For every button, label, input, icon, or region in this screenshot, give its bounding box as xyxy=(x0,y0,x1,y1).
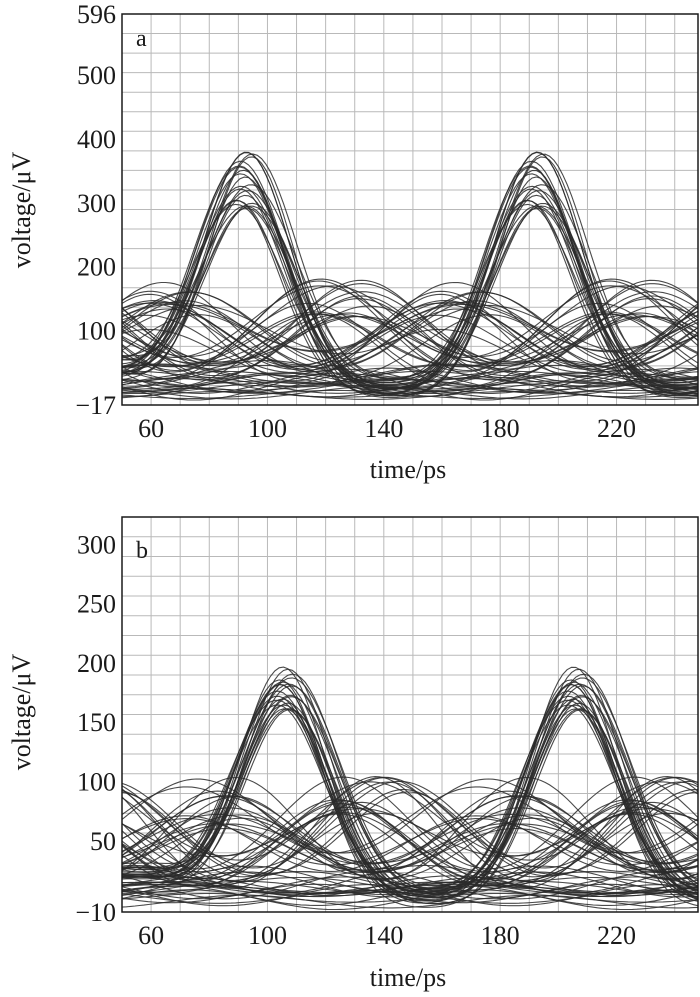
plot-frame-a xyxy=(121,13,699,406)
signal-trace xyxy=(122,871,698,898)
traces-a xyxy=(122,151,698,401)
eye-diagram-chart-b: −10 50 100 150 200 250 300 60 100 140 180 220 b ti… xyxy=(7,516,699,992)
signal-trace xyxy=(122,293,698,382)
signal-trace xyxy=(122,313,698,388)
y-tick-label: −10 xyxy=(75,898,116,927)
signal-trace xyxy=(122,304,698,355)
signal-trace xyxy=(122,884,698,907)
signal-trace xyxy=(122,827,698,874)
y-tick-label: 596 xyxy=(77,0,116,29)
signal-trace xyxy=(122,807,698,873)
x-ticks-a: 60 100 140 180 220 xyxy=(138,414,636,443)
signal-trace xyxy=(122,203,698,382)
x-tick-label: 60 xyxy=(138,921,164,950)
signal-trace xyxy=(122,890,698,904)
y-tick-label: 250 xyxy=(77,590,116,619)
signal-trace xyxy=(122,795,698,865)
signal-trace xyxy=(122,808,698,858)
y-tick-label: 500 xyxy=(77,61,116,90)
signal-trace xyxy=(122,302,698,367)
x-axis-label-b: time/ps xyxy=(370,963,447,992)
y-tick-label: 200 xyxy=(77,253,116,282)
x-tick-label: 220 xyxy=(597,921,636,950)
y-tick-label: 200 xyxy=(77,649,116,678)
signal-trace xyxy=(122,364,698,388)
x-tick-label: 220 xyxy=(597,414,636,443)
signal-trace xyxy=(122,786,698,854)
panel-label-a: a xyxy=(136,26,147,52)
signal-trace xyxy=(122,864,698,894)
signal-trace xyxy=(122,156,698,395)
signal-trace xyxy=(122,165,698,391)
signal-trace xyxy=(122,364,698,389)
x-tick-label: 100 xyxy=(248,414,287,443)
signal-trace xyxy=(122,312,698,381)
y-tick-label: 100 xyxy=(77,316,116,345)
signal-trace xyxy=(122,291,698,367)
signal-trace xyxy=(122,291,698,366)
signal-trace xyxy=(122,379,698,394)
signal-trace xyxy=(122,777,698,883)
y-tick-label: 150 xyxy=(77,708,116,737)
signal-trace xyxy=(122,295,698,377)
signal-trace xyxy=(122,290,698,370)
signal-trace xyxy=(122,303,698,352)
y-tick-label: 300 xyxy=(77,189,116,218)
y-axis-label-b: voltage/μV xyxy=(7,654,36,771)
y-tick-label: 50 xyxy=(90,827,116,856)
signal-trace xyxy=(122,285,698,358)
signal-trace xyxy=(122,885,698,906)
signal-trace xyxy=(122,876,698,900)
x-tick-label: 100 xyxy=(248,921,287,950)
signal-trace xyxy=(122,818,698,866)
y-ticks-b: −10 50 100 150 200 250 300 xyxy=(75,530,116,927)
signal-trace xyxy=(122,683,698,908)
signal-trace xyxy=(122,889,698,911)
traces-b xyxy=(122,666,698,911)
signal-trace xyxy=(122,372,698,393)
signal-trace xyxy=(122,789,698,877)
y-axis-label-a: voltage/μV xyxy=(7,152,36,269)
signal-trace xyxy=(122,285,698,358)
signal-trace xyxy=(122,370,698,388)
signal-trace xyxy=(122,778,698,854)
signal-trace xyxy=(122,781,698,857)
signal-trace xyxy=(122,153,698,380)
signal-trace xyxy=(122,389,698,400)
plot-frame-b xyxy=(121,516,699,913)
signal-trace xyxy=(122,823,698,864)
signal-trace xyxy=(122,372,698,392)
y-tick-label: −17 xyxy=(75,391,116,420)
x-tick-label: 140 xyxy=(364,414,403,443)
signal-trace xyxy=(122,795,698,880)
x-axis-label-a: time/ps xyxy=(370,455,447,484)
signal-trace xyxy=(122,314,698,378)
signal-trace xyxy=(122,865,698,894)
y-ticks-a: −17 100 200 300 400 500 596 xyxy=(75,0,116,420)
signal-trace xyxy=(122,359,698,388)
x-ticks-b: 60 100 140 180 220 xyxy=(138,921,636,950)
y-tick-label: 300 xyxy=(77,530,116,559)
signal-trace xyxy=(122,311,698,367)
x-tick-label: 60 xyxy=(138,414,164,443)
y-tick-label: 100 xyxy=(77,768,116,797)
signal-trace xyxy=(122,776,698,870)
eye-diagram-chart-a: −17 100 200 300 400 500 596 60 100 140 180 220 a t… xyxy=(7,0,699,484)
signal-trace xyxy=(122,302,698,380)
signal-trace xyxy=(122,870,698,900)
signal-trace xyxy=(122,709,698,905)
x-tick-label: 180 xyxy=(481,414,520,443)
panel-label-b: b xyxy=(136,538,148,564)
signal-trace xyxy=(122,380,698,390)
x-tick-label: 180 xyxy=(481,921,520,950)
signal-trace xyxy=(122,378,698,391)
y-tick-label: 400 xyxy=(77,125,116,154)
signal-trace xyxy=(122,314,698,364)
x-tick-label: 140 xyxy=(364,921,403,950)
